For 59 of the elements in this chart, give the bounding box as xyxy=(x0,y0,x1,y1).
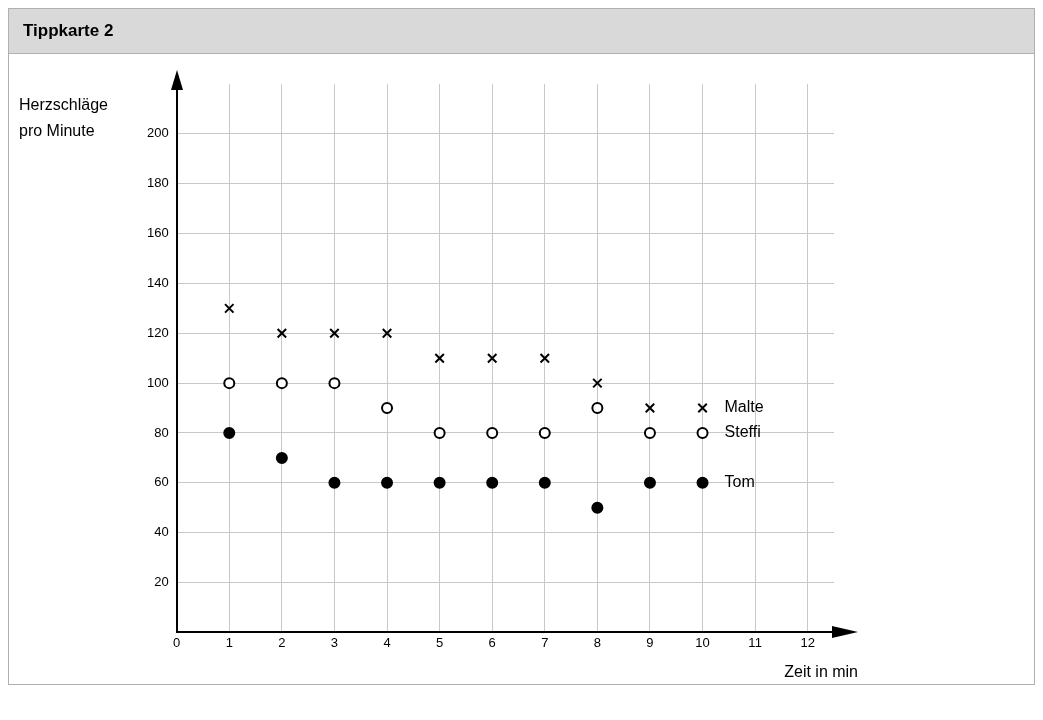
point xyxy=(591,402,604,415)
y-axis-title: Herzschläge pro Minute xyxy=(19,96,109,140)
series-label: Tom xyxy=(724,473,755,491)
x-tick-label: 9 xyxy=(646,634,654,650)
x-tick-label: 3 xyxy=(330,634,339,650)
point xyxy=(486,476,499,489)
point xyxy=(696,476,709,489)
y-tick-label: 20 xyxy=(154,574,169,590)
y-tick-label: 40 xyxy=(154,524,169,540)
point xyxy=(223,377,236,390)
point xyxy=(223,426,236,439)
x-tick-label: 8 xyxy=(593,634,601,650)
point xyxy=(643,426,656,439)
x-tick-label: 10 xyxy=(695,634,710,650)
point xyxy=(433,426,446,439)
series-label: Malte xyxy=(724,398,764,416)
x-tick-label: 2 xyxy=(278,634,286,650)
x-tick-label: 7 xyxy=(541,634,549,650)
y-tick-label: 180 xyxy=(146,175,169,191)
point xyxy=(592,377,603,389)
y-tick-label: 120 xyxy=(146,324,169,340)
point xyxy=(381,402,394,415)
point xyxy=(328,377,341,390)
point xyxy=(328,476,341,489)
point xyxy=(696,426,709,439)
x-tick-label: 5 xyxy=(436,634,444,650)
y-tick-label: 100 xyxy=(146,374,169,390)
y-tick-label: 60 xyxy=(154,474,169,490)
point xyxy=(433,476,446,489)
point xyxy=(538,476,551,489)
point xyxy=(643,476,656,489)
y-tick-label: 160 xyxy=(146,225,169,241)
y-tick-label: 80 xyxy=(154,424,169,440)
point xyxy=(486,426,499,439)
x-tick-label: 6 xyxy=(488,634,496,650)
point xyxy=(224,303,235,314)
point xyxy=(486,352,498,364)
point xyxy=(591,501,604,514)
point xyxy=(275,377,288,390)
point xyxy=(276,328,288,339)
x-tick-label: 11 xyxy=(748,634,762,650)
point xyxy=(275,451,288,464)
x-tick-label: 1 xyxy=(225,634,233,650)
point xyxy=(381,476,394,489)
point xyxy=(538,426,551,439)
point xyxy=(434,352,445,364)
point xyxy=(329,328,340,339)
y-tick-label: 200 xyxy=(146,125,169,141)
y-tick-label: 140 xyxy=(146,275,169,290)
x-axis-title: Zeit in min xyxy=(784,662,858,680)
point xyxy=(697,402,708,414)
x-tick-label: 12 xyxy=(800,634,815,650)
x-tick-label: 0 xyxy=(173,634,181,650)
point xyxy=(381,328,393,339)
point xyxy=(644,402,656,414)
point xyxy=(539,352,551,364)
chart-title: Tippkarte 2 xyxy=(9,9,1034,54)
series-label: Steffi xyxy=(724,423,761,441)
x-tick-label: 4 xyxy=(383,634,391,650)
